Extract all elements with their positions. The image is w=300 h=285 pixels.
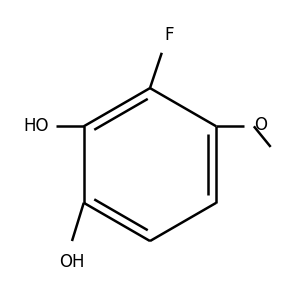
Text: OH: OH <box>59 253 85 271</box>
Text: O: O <box>254 116 268 134</box>
Text: HO: HO <box>23 117 49 135</box>
Text: F: F <box>165 26 174 44</box>
